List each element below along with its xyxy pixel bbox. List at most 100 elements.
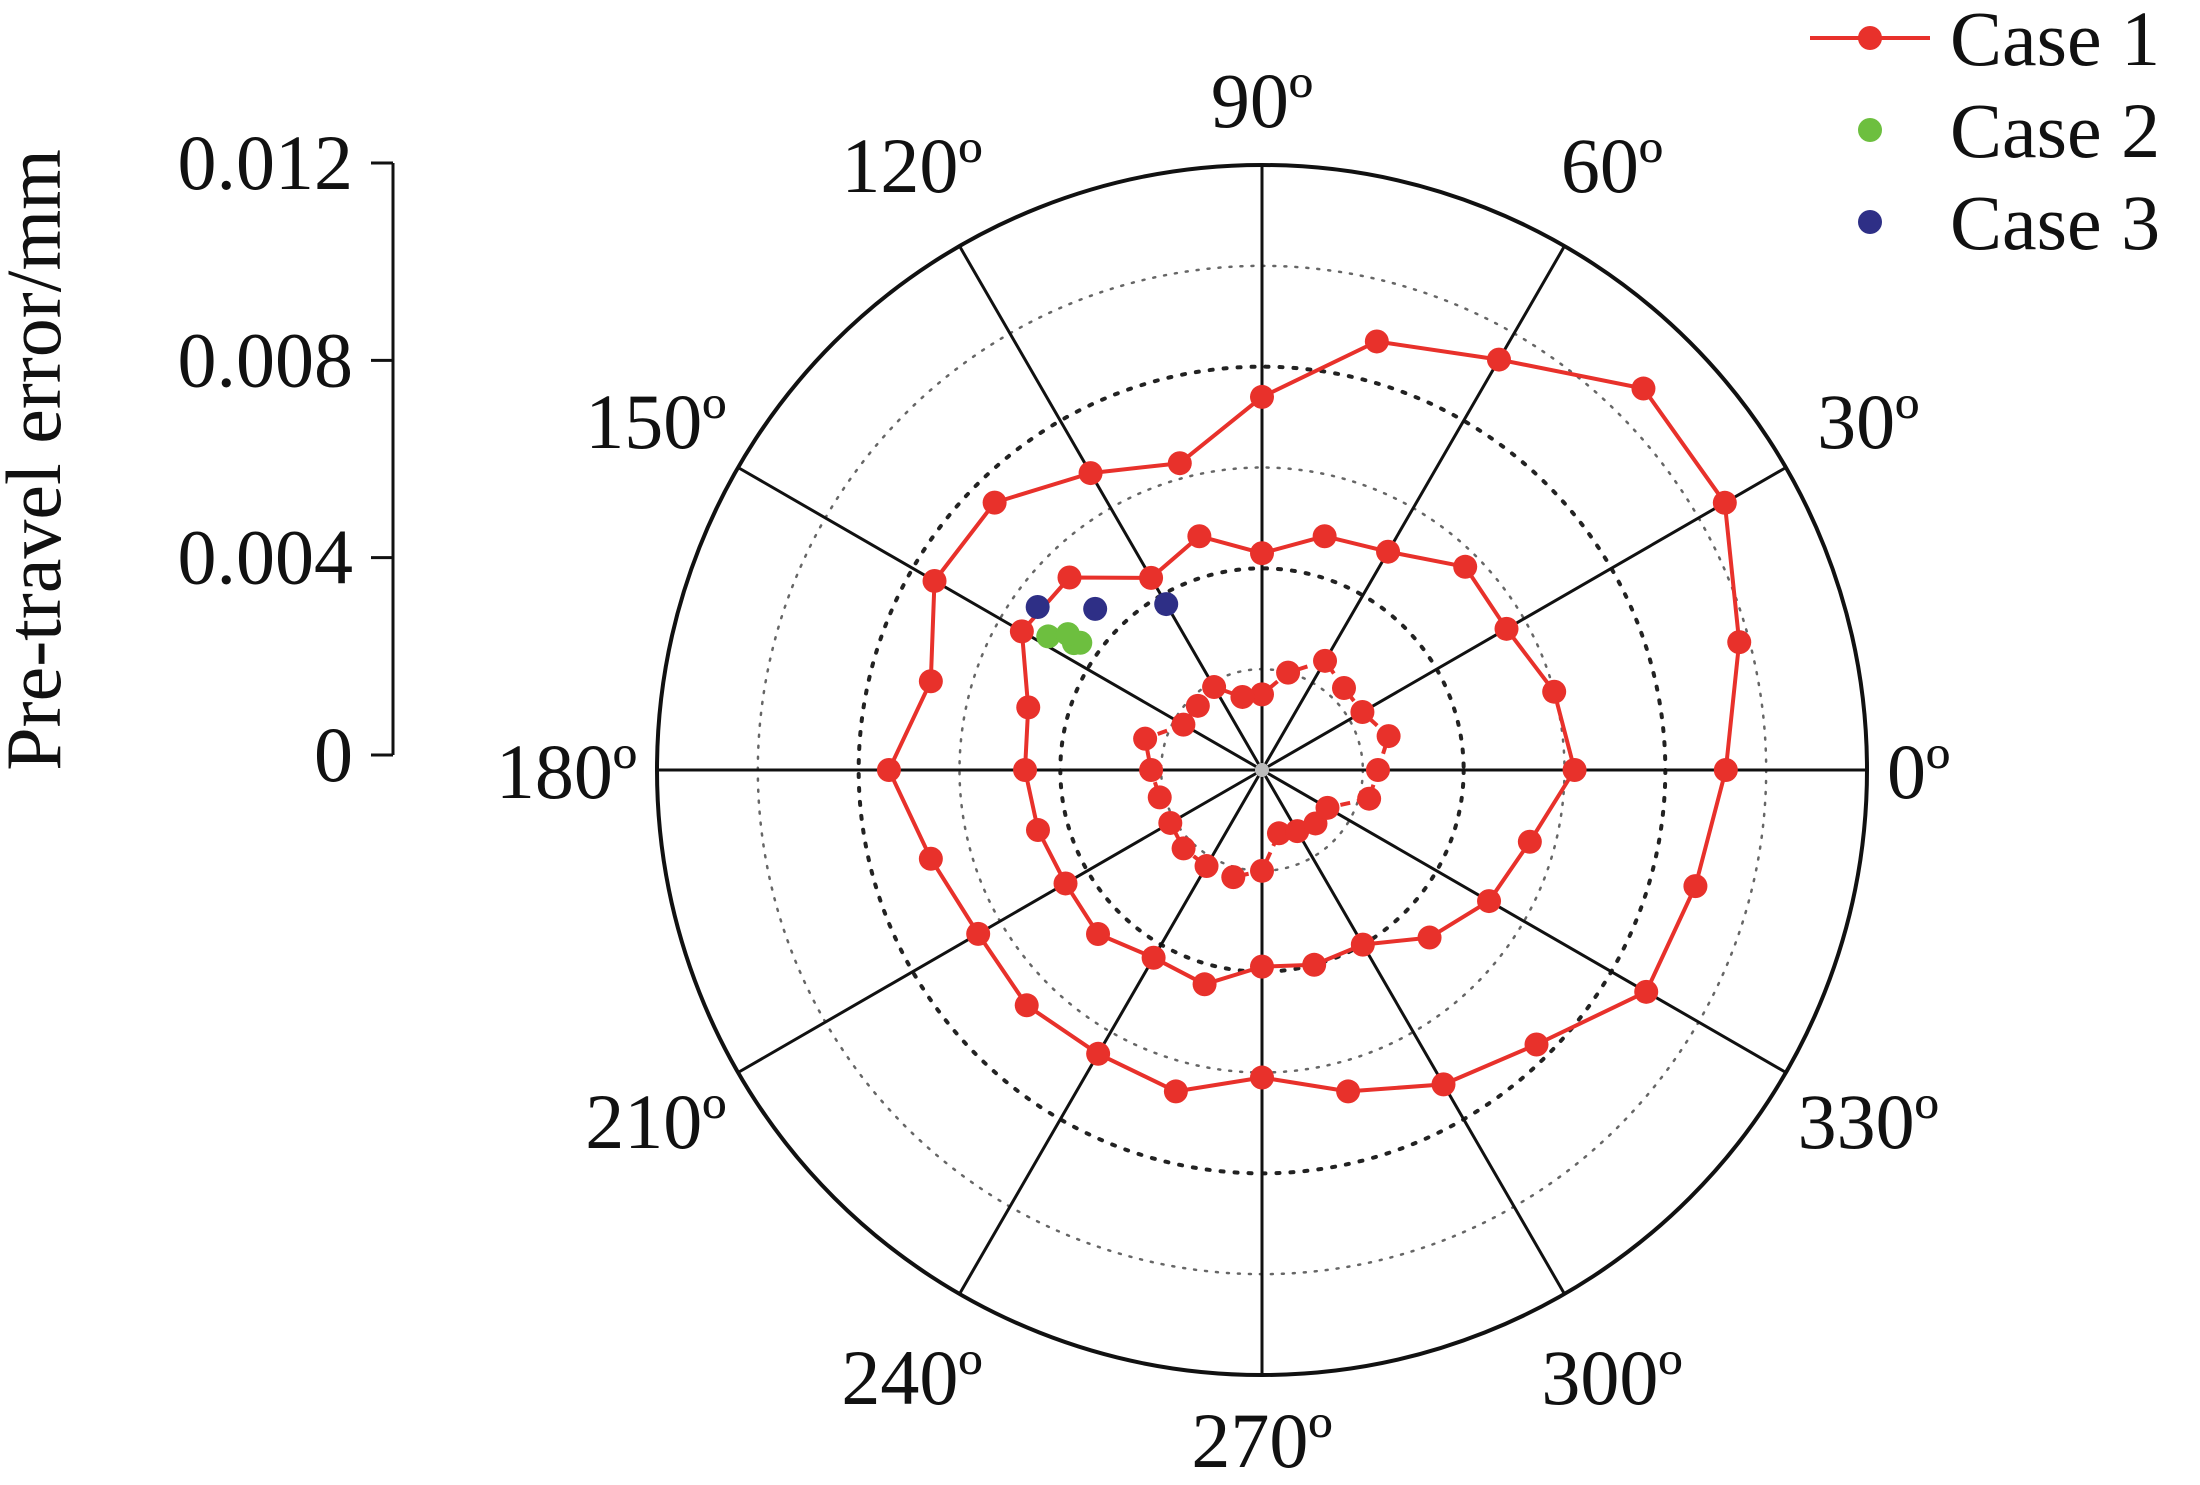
series-case-1 xyxy=(1133,648,1401,890)
data-point xyxy=(1376,724,1401,749)
angle-tick-label: 30º xyxy=(1817,378,1919,465)
data-point xyxy=(1009,619,1034,644)
data-point xyxy=(1053,871,1078,896)
data-point xyxy=(1158,810,1183,835)
data-point xyxy=(1171,836,1196,861)
data-point xyxy=(1202,675,1227,700)
data-point xyxy=(1364,329,1389,354)
data-point xyxy=(1250,541,1274,566)
data-point xyxy=(1350,700,1375,725)
angle-tick-label: 330º xyxy=(1798,1078,1939,1165)
data-point xyxy=(1357,786,1382,811)
data-point xyxy=(1276,660,1301,685)
data-point xyxy=(1221,865,1246,890)
angle-tick-label: 120º xyxy=(841,122,982,209)
data-point xyxy=(1078,461,1103,486)
series-case-1 xyxy=(876,329,1752,1104)
data-point xyxy=(1683,874,1708,899)
data-point xyxy=(918,669,943,694)
data-point xyxy=(1083,596,1108,621)
angle-tick-label: 210º xyxy=(585,1078,726,1165)
data-point xyxy=(1014,993,1039,1018)
data-point xyxy=(1376,539,1401,564)
data-point xyxy=(1713,758,1738,782)
angle-tick-label: 0º xyxy=(1887,728,1950,815)
legend-label: Case 3 xyxy=(1950,179,2160,266)
data-point xyxy=(1486,347,1511,372)
data-point xyxy=(1250,1065,1274,1090)
data-point xyxy=(1331,676,1356,701)
data-point xyxy=(1477,889,1502,914)
data-point xyxy=(1171,712,1196,737)
radial-tick-label: 0.008 xyxy=(178,316,354,403)
data-point xyxy=(1163,1079,1188,1104)
data-point xyxy=(1016,695,1041,720)
data-point xyxy=(1013,758,1038,782)
data-point xyxy=(1057,565,1082,590)
center-point xyxy=(1255,763,1269,777)
data-point xyxy=(1313,648,1338,673)
data-point xyxy=(1312,524,1337,549)
legend-item: Case 2 xyxy=(1858,87,2160,174)
data-point xyxy=(1517,829,1542,854)
angle-tick-label: 180º xyxy=(496,728,637,815)
data-point xyxy=(1302,952,1327,977)
data-point xyxy=(1631,376,1656,401)
data-point xyxy=(1250,858,1274,883)
legend-marker xyxy=(1858,26,1882,50)
data-point xyxy=(918,846,943,871)
legend-marker xyxy=(1858,118,1882,142)
y-axis-title: Pre-travel error/mm xyxy=(0,149,77,771)
data-point xyxy=(1147,785,1172,810)
angle-tick-label: 270º xyxy=(1191,1397,1332,1484)
angular-tick-labels: 0º 30º 60º 90º 120º 150º 180º 210º 240º 270º 300º 3… xyxy=(496,57,1950,1484)
data-point xyxy=(1086,1041,1111,1066)
data-point xyxy=(922,568,947,593)
data-point xyxy=(1133,726,1158,751)
data-point xyxy=(1285,819,1310,844)
data-point xyxy=(1086,921,1111,946)
data-point xyxy=(1025,818,1050,843)
series-line xyxy=(886,339,1742,1094)
data-point xyxy=(1727,630,1752,655)
series-case-2 xyxy=(1036,622,1093,656)
data-point xyxy=(1315,795,1340,820)
data-point xyxy=(1250,954,1274,979)
data-point xyxy=(1194,854,1219,879)
data-point xyxy=(1025,595,1050,620)
data-point xyxy=(1230,684,1255,709)
data-point xyxy=(1494,616,1519,641)
data-point xyxy=(1250,384,1274,409)
data-point xyxy=(1431,1072,1456,1097)
angular-spokes xyxy=(657,165,1867,1375)
data-point xyxy=(1192,972,1217,997)
angle-tick-label: 150º xyxy=(585,378,726,465)
data-point xyxy=(1562,758,1587,782)
data-point xyxy=(1187,524,1212,549)
data-point xyxy=(1336,1079,1361,1104)
data-point xyxy=(1139,565,1164,590)
data-point xyxy=(1154,592,1179,617)
data-point xyxy=(1712,490,1737,515)
data-point xyxy=(1417,925,1442,950)
radial-tick-label: 0.004 xyxy=(178,514,354,601)
radial-axis: 0 0.004 0.008 0.012 xyxy=(178,119,395,798)
data-point xyxy=(1365,758,1390,782)
legend-item: Case 3 xyxy=(1858,179,2160,266)
data-point xyxy=(1185,693,1210,718)
data-point xyxy=(1167,451,1192,476)
legend-label: Case 2 xyxy=(1950,87,2160,174)
angle-tick-label: 90º xyxy=(1211,57,1313,144)
series-case-3 xyxy=(1025,592,1179,621)
legend-marker xyxy=(1858,210,1882,234)
data-point xyxy=(1542,679,1567,704)
angle-tick-label: 60º xyxy=(1561,122,1663,209)
data-point xyxy=(1350,932,1375,957)
data-point xyxy=(1250,682,1274,707)
data-point xyxy=(876,758,901,782)
data-point xyxy=(966,921,991,946)
angle-tick-label: 240º xyxy=(841,1334,982,1421)
data-point xyxy=(1055,622,1080,647)
